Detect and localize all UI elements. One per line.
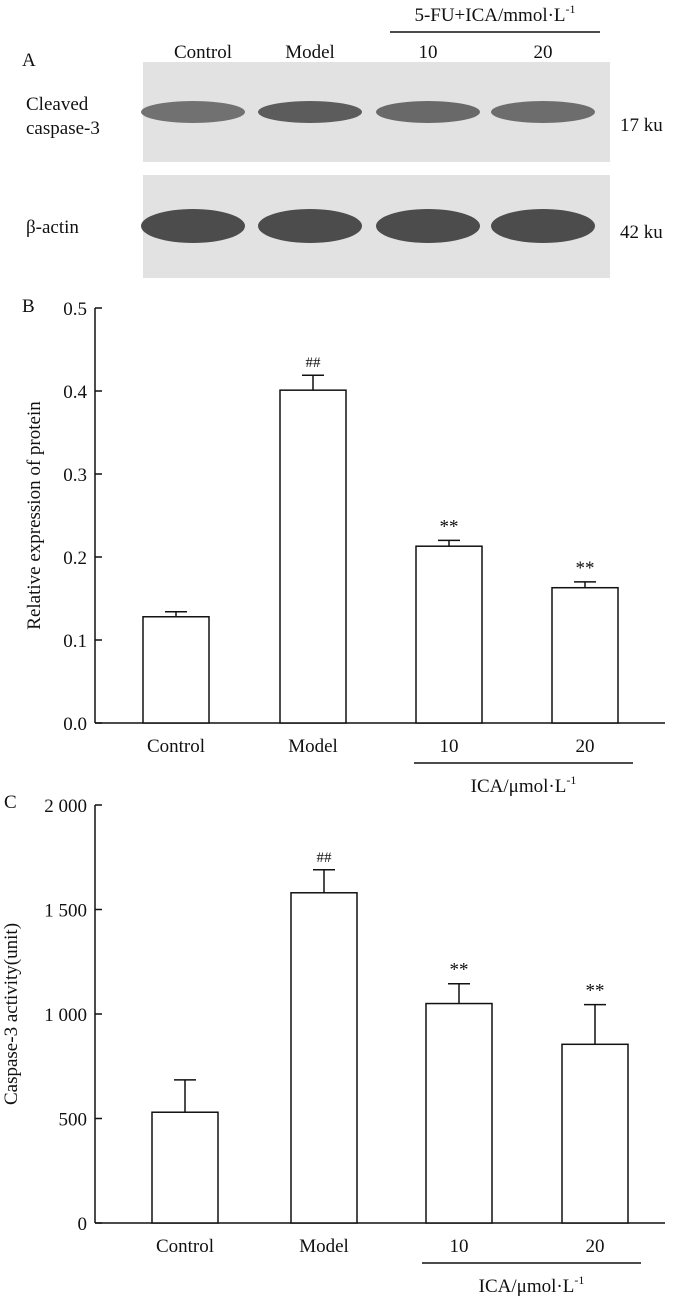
- blot-band: [258, 101, 362, 123]
- panel-a-western-blot: A 5-FU+ICA/mmol·L-1 Control Model 10 20 Cle…: [22, 2, 663, 278]
- blot-band: [258, 209, 362, 243]
- panel-b-letter: B: [22, 296, 35, 317]
- y-tick-label: 0: [78, 1214, 88, 1235]
- blot-band: [491, 209, 595, 243]
- panel-a-letter: A: [22, 50, 36, 71]
- x-tick-label: Control: [156, 1236, 214, 1257]
- x-tick-label: 20: [586, 1236, 605, 1257]
- y-tick-label: 0.1: [63, 631, 87, 652]
- significance-mark: **: [440, 516, 459, 537]
- blot-band: [491, 101, 595, 123]
- y-tick-label: 2 000: [44, 796, 87, 817]
- blot-size-label: 17 ku: [620, 115, 663, 136]
- y-tick-label: 0.5: [63, 299, 87, 320]
- bar-10: [425, 1002, 493, 1224]
- x-tick-label: Model: [288, 736, 338, 757]
- y-axis-label: Caspase-3 activity(unit): [1, 923, 22, 1105]
- y-tick-label: 0.4: [63, 382, 87, 403]
- bar-control: [151, 1111, 219, 1224]
- x-tick-label: 10: [440, 736, 459, 757]
- y-tick-label: 1 500: [44, 901, 87, 922]
- significance-mark: ##: [317, 850, 333, 866]
- group-label: ICA/μmol·L-1: [479, 1273, 585, 1297]
- bar-20: [561, 1043, 629, 1224]
- blot-strip-1: Cleaved caspase-3 17 ku: [26, 62, 663, 162]
- panel-c-chart: C 0 500 1 000 1 500 2 000 Caspase-3 activity(…: [1, 792, 665, 1297]
- y-tick-label: 0.2: [63, 548, 87, 569]
- x-tick-label: Control: [147, 736, 205, 757]
- panel-b-chart: B 0.0 0.1 0.2 0.3 0.4 0.5 Relative expression …: [22, 296, 665, 797]
- lane-label-3: 10: [419, 42, 438, 63]
- significance-mark: **: [586, 981, 605, 1002]
- bar-model: [279, 389, 347, 724]
- lane-label-2: Model: [285, 42, 335, 63]
- y-tick-label: 1 000: [44, 1005, 87, 1026]
- significance-mark: **: [576, 558, 595, 579]
- lane-label-4: 20: [534, 42, 553, 63]
- significance-mark: ##: [306, 355, 322, 371]
- bar-20: [551, 586, 619, 724]
- treatment-header: 5-FU+ICA/mmol·L-1: [414, 2, 575, 26]
- bar-10: [415, 545, 483, 724]
- x-tick-label: 20: [576, 736, 595, 757]
- y-tick-label: 0.0: [63, 714, 87, 735]
- blot-band: [141, 101, 245, 123]
- significance-mark: **: [450, 960, 469, 981]
- y-axis-label: Relative expression of protein: [24, 401, 45, 630]
- blot-strip-2: β-actin 42 ku: [26, 175, 663, 278]
- x-tick-label: Model: [299, 1236, 349, 1257]
- blot-size-label: 42 ku: [620, 222, 663, 243]
- bar-control: [142, 616, 210, 724]
- y-tick-label: 0.3: [63, 465, 87, 486]
- group-label: ICA/μmol·L-1: [471, 773, 577, 797]
- bar-model: [290, 892, 358, 1224]
- y-tick-label: 500: [59, 1110, 88, 1131]
- blot-protein-label: Cleaved caspase-3: [26, 94, 100, 139]
- lane-label-1: Control: [174, 42, 232, 63]
- blot-protein-label: β-actin: [26, 217, 79, 238]
- panel-c-letter: C: [4, 792, 17, 813]
- blot-band: [141, 209, 245, 243]
- blot-band: [376, 101, 480, 123]
- blot-band: [376, 209, 480, 243]
- x-tick-label: 10: [450, 1236, 469, 1257]
